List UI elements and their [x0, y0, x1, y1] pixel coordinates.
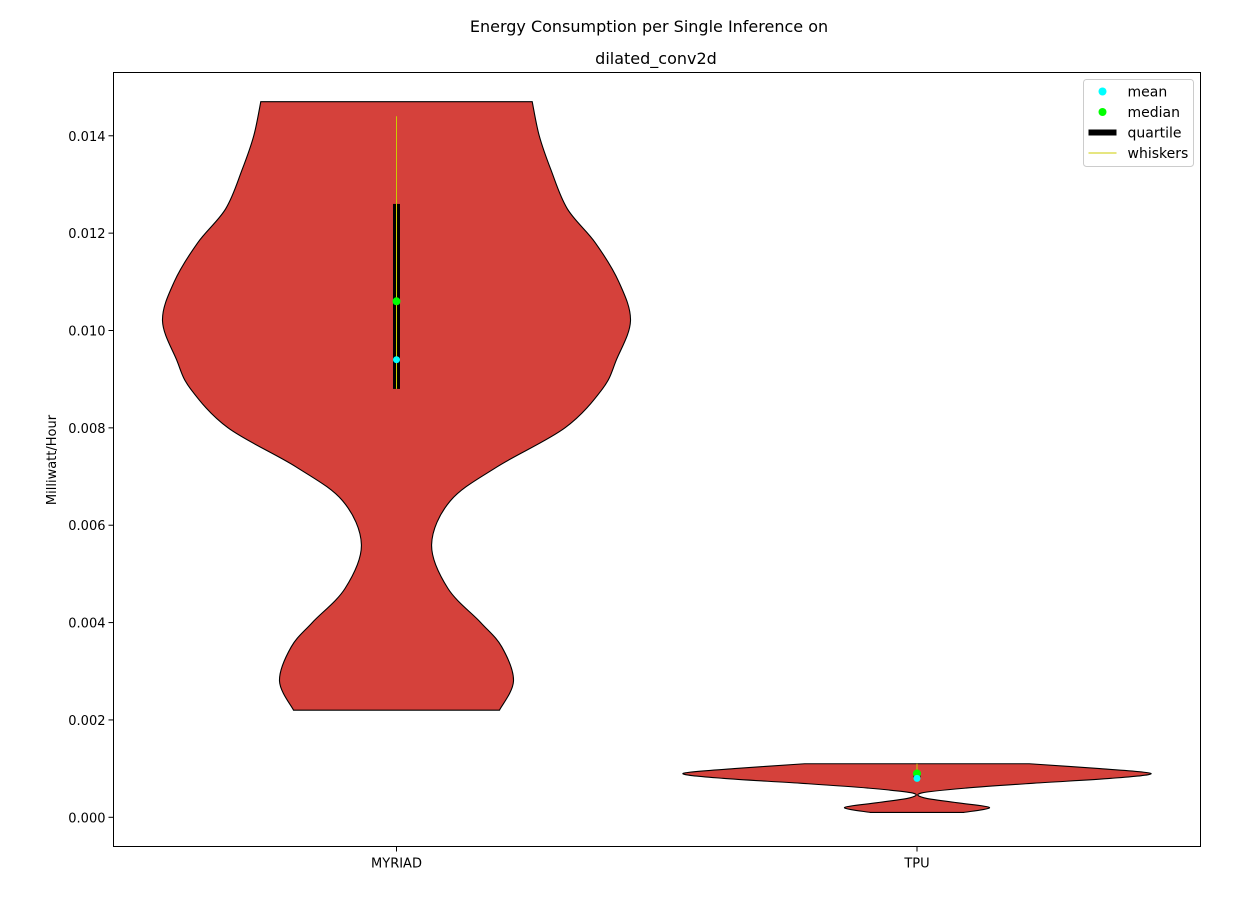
- y-tick-label: 0.000: [68, 811, 105, 826]
- plot-frame: [113, 72, 1201, 847]
- legend-box: [1083, 79, 1194, 167]
- chart-subtitle: dilated_conv2d: [595, 49, 717, 69]
- legend-whiskers-label: whiskers: [1128, 146, 1189, 162]
- violin-body: [161, 101, 632, 711]
- median-marker: [392, 297, 401, 306]
- mean-marker: [913, 774, 921, 782]
- y-tick-label: 0.010: [68, 325, 105, 340]
- legend: mean median quartile whiskers: [1083, 79, 1194, 167]
- legend-mean-label: mean: [1128, 85, 1168, 101]
- y-tick-label: 0.012: [68, 227, 105, 242]
- chart-title: Energy Consumption per Single Inference …: [470, 17, 828, 36]
- legend-median-marker: [1098, 108, 1107, 116]
- legend-mean-marker: [1098, 87, 1107, 96]
- x-tick-label: TPU: [903, 857, 929, 872]
- y-tick-label: 0.006: [68, 519, 105, 534]
- x-tick-label: MYRIAD: [371, 857, 422, 872]
- legend-quartile-marker: [1088, 129, 1117, 136]
- y-axis-label: Milliwatt/Hour: [45, 414, 60, 505]
- violin-body: [682, 763, 1152, 813]
- plot-area: [161, 101, 1152, 813]
- y-tick-label: 0.014: [68, 130, 105, 145]
- y-tick-label: 0.008: [68, 422, 105, 437]
- y-tick-label: 0.004: [68, 617, 105, 632]
- axes: 0.000 0.002 0.004 0.006 0.008 0.010 0.012 0.014…: [68, 130, 929, 872]
- y-tick-label: 0.002: [68, 714, 105, 729]
- legend-quartile-label: quartile: [1128, 126, 1182, 142]
- mean-marker: [393, 356, 400, 364]
- legend-median-label: median: [1128, 105, 1180, 121]
